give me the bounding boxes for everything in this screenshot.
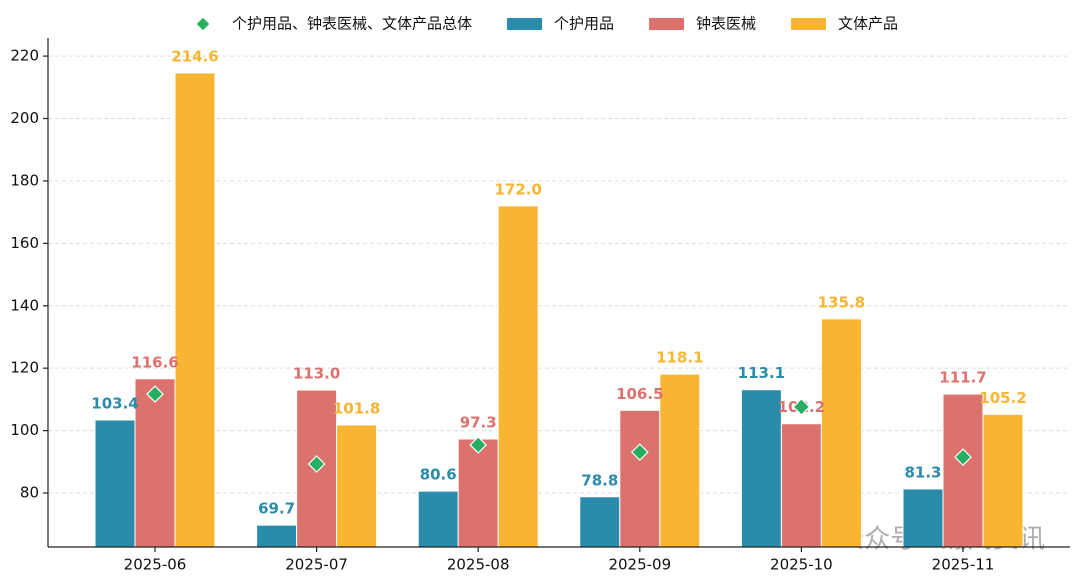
y-tick-label: 140: [10, 296, 39, 314]
bar: [457, 438, 499, 548]
bar: [902, 488, 944, 548]
value-label: 81.3: [904, 463, 941, 481]
bar: [942, 393, 984, 548]
value-label: 97.3: [460, 414, 497, 432]
legend-swatch: [649, 18, 685, 30]
legend-label: 钟表医械: [696, 15, 756, 33]
x-tick-label: 2025-08: [447, 556, 510, 574]
bar: [659, 373, 701, 548]
bar: [780, 423, 822, 548]
value-label: 106.5: [616, 385, 663, 403]
value-label: 118.1: [656, 349, 703, 367]
legend-label: 个护用品: [554, 15, 614, 33]
legend-marker: [195, 16, 211, 32]
bar: [820, 318, 862, 548]
value-label: 172.0: [494, 180, 541, 198]
y-tick-label: 160: [10, 234, 39, 252]
x-tick-label: 2025-06: [124, 556, 187, 574]
x-tick-label: 2025-11: [932, 556, 995, 574]
value-label: 78.8: [581, 471, 618, 489]
bar: [134, 378, 176, 548]
value-label: 113.1: [738, 364, 785, 382]
y-tick-label: 200: [10, 109, 39, 127]
marker: [146, 385, 164, 403]
y-tick-label: 220: [10, 47, 39, 65]
marker: [954, 448, 972, 466]
bar: [579, 496, 621, 548]
x-tick-label: 2025-10: [770, 556, 833, 574]
value-label: 135.8: [818, 293, 865, 311]
y-tick-label: 180: [10, 171, 39, 189]
legend-label: 文体产品: [838, 15, 898, 33]
bar: [174, 72, 216, 548]
marker: [307, 455, 326, 473]
value-label: 103.4: [91, 394, 138, 412]
bar: [94, 419, 136, 548]
bar: [497, 205, 539, 548]
value-label: 116.6: [131, 353, 178, 371]
marker: [630, 443, 649, 461]
bar: [336, 424, 378, 548]
bar: [256, 524, 298, 548]
y-tick-label: 80: [20, 484, 39, 502]
value-label: 214.6: [171, 47, 218, 65]
value-label: 113.0: [293, 365, 340, 383]
bar: [740, 389, 782, 548]
value-label: 105.2: [979, 389, 1026, 407]
value-label: 111.7: [939, 369, 986, 387]
value-label: 101.8: [333, 399, 380, 417]
marker: [469, 436, 488, 454]
legend-swatch: [507, 18, 543, 30]
legend-label: 个护用品、钟表医械、文体产品总体: [232, 15, 472, 33]
value-label: 69.7: [258, 500, 295, 518]
value-label: 80.6: [420, 466, 457, 484]
bar: [417, 490, 459, 548]
bar: [982, 413, 1024, 548]
y-tick-label: 120: [10, 359, 39, 377]
x-tick-label: 2025-07: [285, 556, 348, 574]
bar: [619, 409, 661, 548]
x-tick-label: 2025-09: [608, 556, 671, 574]
marker: [792, 398, 811, 416]
y-tick-label: 100: [10, 421, 39, 439]
legend-swatch: [791, 18, 827, 30]
